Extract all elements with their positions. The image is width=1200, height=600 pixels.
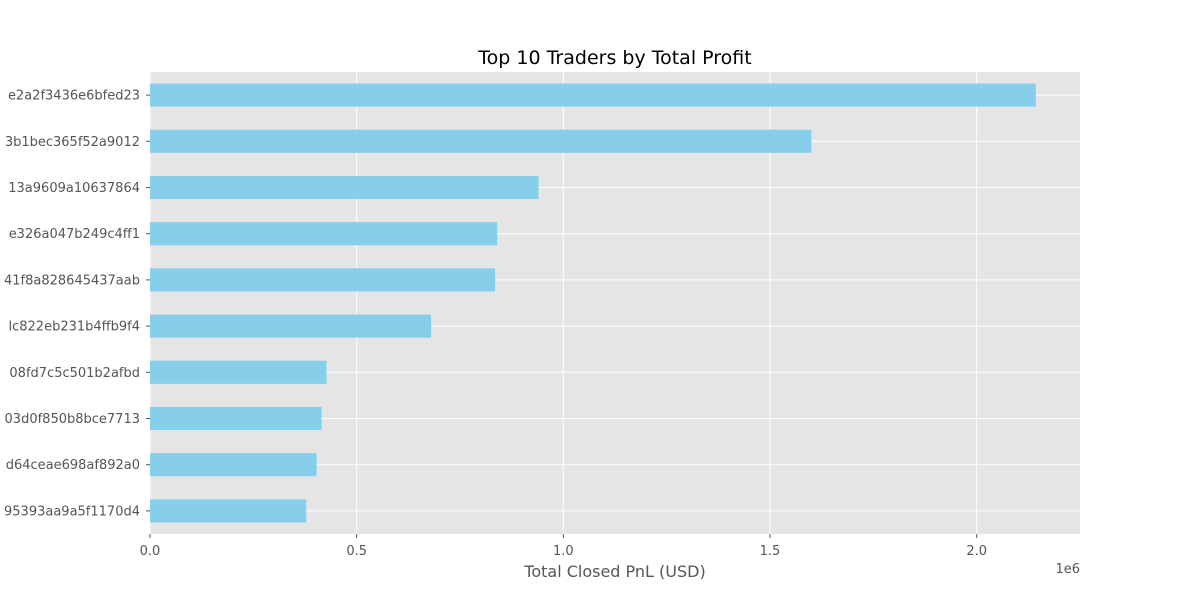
- x-tick-labels: 0.0 0.5 1.0 1.5 2.0: [140, 544, 987, 559]
- bar: [150, 268, 496, 292]
- y-tick-label: lc822eb231b4ffb9f4: [9, 320, 141, 335]
- x-tick-label: 0.5: [346, 544, 367, 559]
- x-axis-label: Total Closed PnL (USD): [523, 562, 705, 581]
- bar: [150, 83, 1036, 107]
- y-tick-label: 08fd7c5c501b2afbd: [9, 366, 140, 381]
- bar: [150, 406, 322, 431]
- bars: [150, 83, 1036, 523]
- y-tick-label: 41f8a828645437aab: [4, 273, 140, 288]
- bar: [150, 360, 327, 384]
- bar: [150, 175, 539, 200]
- y-tick-label: 3b1bec365f52a9012: [5, 135, 140, 150]
- bar: [150, 314, 432, 338]
- y-tick-label: 03d0f850b8bce7713: [5, 412, 140, 427]
- x-tick-label: 1.5: [760, 544, 781, 559]
- y-tick-label: e326a047b249c4ff1: [9, 227, 140, 242]
- chart-title: Top 10 Traders by Total Profit: [477, 47, 751, 69]
- y-tick-label: 13a9609a10637864: [8, 181, 140, 196]
- y-tick-labels: e2a2f3436e6bfed23 3b1bec365f52a9012 13a960…: [4, 89, 140, 520]
- y-tick-label: d64ceae698af892a0: [6, 458, 140, 473]
- bar: [150, 129, 812, 153]
- bar: [150, 453, 317, 477]
- y-tick-label: e2a2f3436e6bfed23: [8, 89, 140, 104]
- x-tick-label: 0.0: [140, 544, 161, 559]
- x-tick-label: 2.0: [966, 544, 987, 559]
- y-tick-label: 95393aa9a5f1170d4: [4, 504, 140, 519]
- x-tick-label: 1.0: [553, 544, 574, 559]
- x-axis-offset-label: 1e6: [1055, 562, 1080, 577]
- bar: [150, 222, 498, 246]
- bar: [150, 499, 307, 523]
